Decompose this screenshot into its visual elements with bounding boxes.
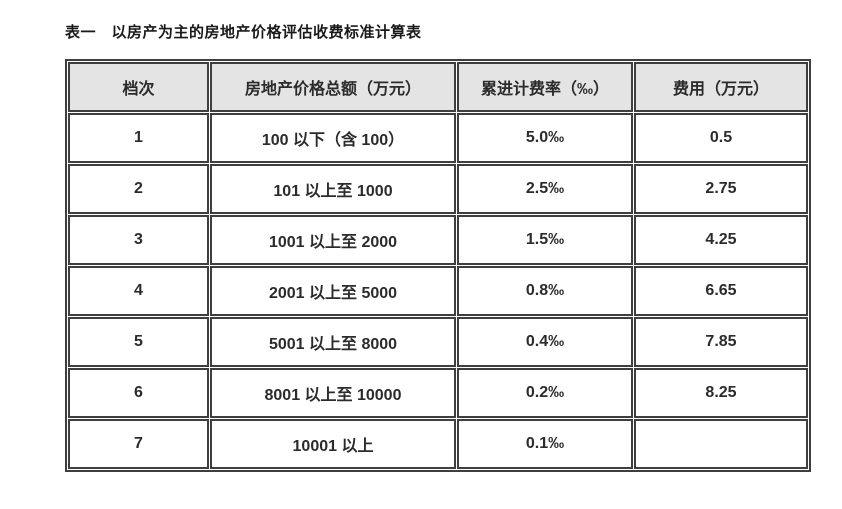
cell-rate: 5.0‰ bbox=[457, 113, 633, 163]
cell-total-price: 10001 以上 bbox=[210, 419, 456, 469]
cell-fee: 0.5 bbox=[634, 113, 808, 163]
column-header-fee: 费用（万元） bbox=[634, 62, 808, 112]
cell-total-price: 100 以下（含 100） bbox=[210, 113, 456, 163]
column-header-grade: 档次 bbox=[68, 62, 209, 112]
table-row: 1 100 以下（含 100） 5.0‰ 0.5 bbox=[68, 113, 808, 163]
table-row: 2 101 以上至 1000 2.5‰ 2.75 bbox=[68, 164, 808, 214]
table-caption: 表一 以房产为主的房地产价格评估收费标准计算表 bbox=[65, 24, 422, 41]
cell-grade: 2 bbox=[68, 164, 209, 214]
document-page: 表一 以房产为主的房地产价格评估收费标准计算表 档次 房地产价格总额（万元） 累… bbox=[65, 24, 811, 472]
cell-fee: 6.65 bbox=[634, 266, 808, 316]
cell-total-price: 8001 以上至 10000 bbox=[210, 368, 456, 418]
cell-fee: 7.85 bbox=[634, 317, 808, 367]
column-header-total-price: 房地产价格总额（万元） bbox=[210, 62, 456, 112]
cell-total-price: 5001 以上至 8000 bbox=[210, 317, 456, 367]
table-row: 6 8001 以上至 10000 0.2‰ 8.25 bbox=[68, 368, 808, 418]
cell-rate: 0.8‰ bbox=[457, 266, 633, 316]
cell-grade: 1 bbox=[68, 113, 209, 163]
cell-fee: 4.25 bbox=[634, 215, 808, 265]
table-row: 4 2001 以上至 5000 0.8‰ 6.65 bbox=[68, 266, 808, 316]
header-row: 档次 房地产价格总额（万元） 累进计费率（‰） 费用（万元） bbox=[68, 62, 808, 112]
cell-grade: 4 bbox=[68, 266, 209, 316]
cell-rate: 0.1‰ bbox=[457, 419, 633, 469]
cell-grade: 3 bbox=[68, 215, 209, 265]
cell-grade: 6 bbox=[68, 368, 209, 418]
cell-total-price: 2001 以上至 5000 bbox=[210, 266, 456, 316]
column-header-progressive-rate: 累进计费率（‰） bbox=[457, 62, 633, 112]
table-header: 档次 房地产价格总额（万元） 累进计费率（‰） 费用（万元） bbox=[68, 62, 808, 112]
table-row: 3 1001 以上至 2000 1.5‰ 4.25 bbox=[68, 215, 808, 265]
fee-standard-table: 档次 房地产价格总额（万元） 累进计费率（‰） 费用（万元） 1 100 以下（… bbox=[65, 59, 811, 472]
table-row: 5 5001 以上至 8000 0.4‰ 7.85 bbox=[68, 317, 808, 367]
cell-total-price: 101 以上至 1000 bbox=[210, 164, 456, 214]
cell-total-price: 1001 以上至 2000 bbox=[210, 215, 456, 265]
table-row: 7 10001 以上 0.1‰ bbox=[68, 419, 808, 469]
cell-grade: 7 bbox=[68, 419, 209, 469]
table-body: 1 100 以下（含 100） 5.0‰ 0.5 2 101 以上至 1000 … bbox=[68, 113, 808, 469]
cell-rate: 0.4‰ bbox=[457, 317, 633, 367]
cell-rate: 1.5‰ bbox=[457, 215, 633, 265]
cell-rate: 2.5‰ bbox=[457, 164, 633, 214]
cell-grade: 5 bbox=[68, 317, 209, 367]
cell-rate: 0.2‰ bbox=[457, 368, 633, 418]
cell-fee: 8.25 bbox=[634, 368, 808, 418]
cell-fee: 2.75 bbox=[634, 164, 808, 214]
cell-fee bbox=[634, 419, 808, 469]
